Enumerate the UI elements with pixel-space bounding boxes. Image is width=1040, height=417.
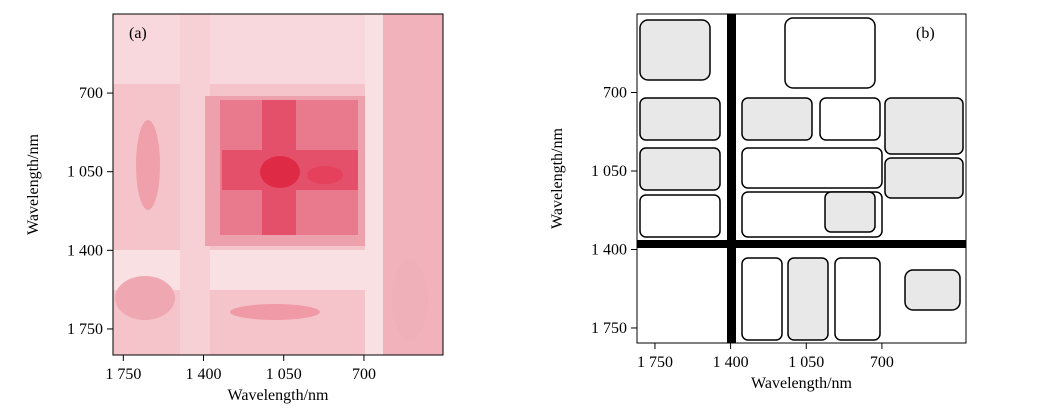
y-tick-label: 1 050 bbox=[591, 163, 627, 180]
x-tick-label: 700 bbox=[870, 354, 894, 371]
y-tick-label: 700 bbox=[603, 84, 627, 101]
y-axis-title: Wavelength/nm bbox=[25, 133, 42, 234]
x-tick-label: 1 050 bbox=[788, 354, 824, 371]
x-tick-label: 700 bbox=[352, 366, 376, 383]
y-axis-title: Wavelength/nm bbox=[549, 127, 566, 228]
x-axis-title: Wavelength/nm bbox=[228, 387, 329, 404]
y-tick-label: 700 bbox=[79, 85, 103, 102]
panel-a-map bbox=[113, 14, 443, 355]
plot-frame bbox=[636, 13, 967, 344]
y-tick-label: 1 400 bbox=[67, 242, 103, 259]
plot-frame bbox=[112, 13, 444, 356]
y-tick-label: 1 400 bbox=[591, 241, 627, 258]
x-tick-label: 1 750 bbox=[105, 366, 141, 383]
x-tick-label: 1 750 bbox=[637, 354, 673, 371]
y-tick-label: 1 750 bbox=[591, 320, 627, 337]
x-axis-title: Wavelength/nm bbox=[751, 375, 852, 392]
x-tick-label: 1 050 bbox=[266, 366, 302, 383]
panel-label: (b) bbox=[916, 25, 935, 42]
y-tick-label: 1 750 bbox=[67, 321, 103, 338]
panel-b-map bbox=[637, 14, 966, 343]
x-tick-label: 1 400 bbox=[713, 354, 749, 371]
panel-label: (a) bbox=[129, 25, 147, 42]
y-tick-label: 1 050 bbox=[67, 164, 103, 181]
x-tick-label: 1 400 bbox=[186, 366, 222, 383]
